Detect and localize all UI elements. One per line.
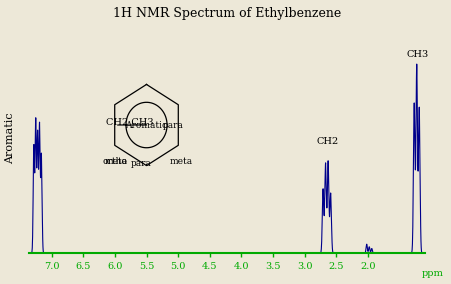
Text: CH3: CH3 <box>406 50 428 59</box>
Text: ortho: ortho <box>102 157 127 166</box>
Text: Aromatic: Aromatic <box>5 112 14 164</box>
Text: meta: meta <box>170 157 193 166</box>
Text: CH2: CH2 <box>317 137 339 146</box>
Text: Aromatic: Aromatic <box>125 120 168 130</box>
Text: CH2 CH3: CH2 CH3 <box>106 118 153 128</box>
Title: 1H NMR Spectrum of Ethylbenzene: 1H NMR Spectrum of Ethylbenzene <box>113 7 341 20</box>
Text: para: para <box>162 120 184 130</box>
Text: para: para <box>131 159 152 168</box>
Text: meta: meta <box>105 157 128 166</box>
Text: ppm: ppm <box>422 269 444 278</box>
